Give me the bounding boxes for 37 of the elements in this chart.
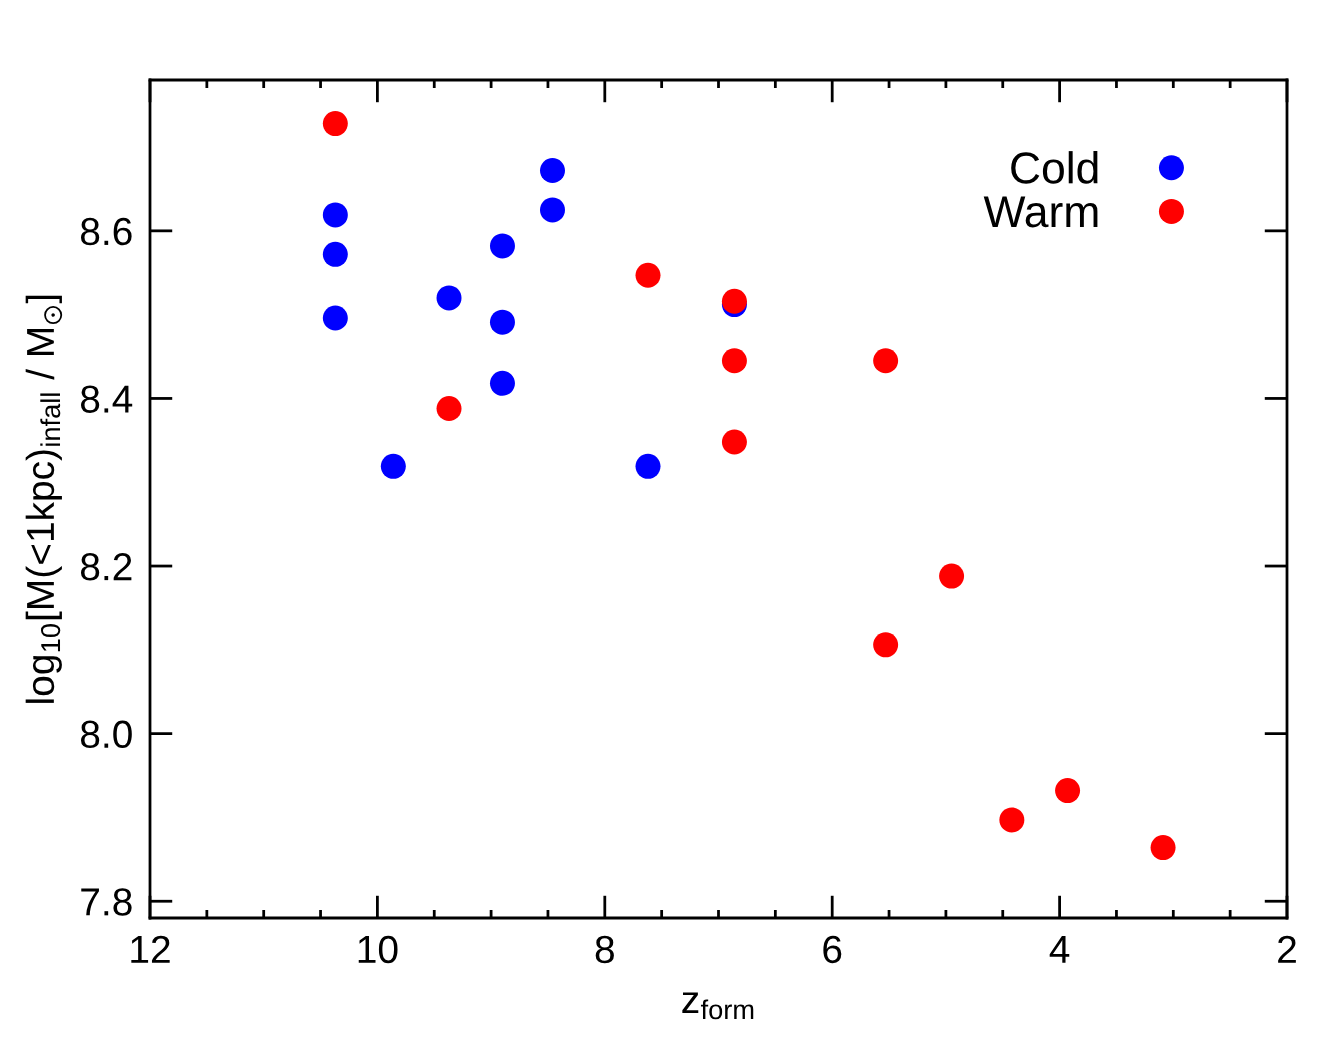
point: [721, 429, 747, 455]
point: [489, 309, 515, 335]
x-tick-label: 12: [131, 935, 170, 963]
point: [322, 111, 348, 137]
x-tick-label: 2: [1278, 935, 1296, 963]
point: [873, 632, 899, 658]
point: [322, 305, 348, 331]
point: [1150, 835, 1176, 861]
point: [635, 262, 661, 288]
point: [322, 202, 348, 228]
point: [1055, 778, 1081, 804]
y-tick-label: 8.0: [80, 720, 132, 749]
point: [489, 370, 515, 396]
x-axis-title: z$_{form}$: [682, 992, 754, 1020]
y-tick-label: 8.6: [80, 217, 132, 246]
point: [635, 453, 661, 479]
point: [540, 197, 565, 223]
x-tick-label: 8: [595, 935, 614, 964]
point: [380, 453, 406, 479]
point: [540, 158, 565, 183]
y-tick-label: 7.8: [81, 888, 132, 916]
x-tick-label: 6: [823, 935, 842, 964]
y-tick-label: 8.2: [80, 552, 132, 581]
point: [436, 285, 462, 311]
point: [939, 563, 965, 589]
y-axis-title: log$_{10}$[M(<1kpc)$_{infall}$ / M$_{⊙}$]: [25, 295, 63, 703]
point: [322, 241, 348, 267]
point: [999, 807, 1025, 833]
y-tick-label: 8.4: [80, 385, 133, 413]
legend-label: Warm: [983, 196, 1098, 228]
legend-label: Cold: [1011, 151, 1098, 184]
x-tick-label: 4: [1049, 936, 1070, 963]
x-tick-label: 10: [358, 935, 398, 964]
point: [721, 348, 747, 374]
point: [436, 396, 462, 421]
point: [489, 233, 515, 259]
point: [873, 348, 899, 374]
